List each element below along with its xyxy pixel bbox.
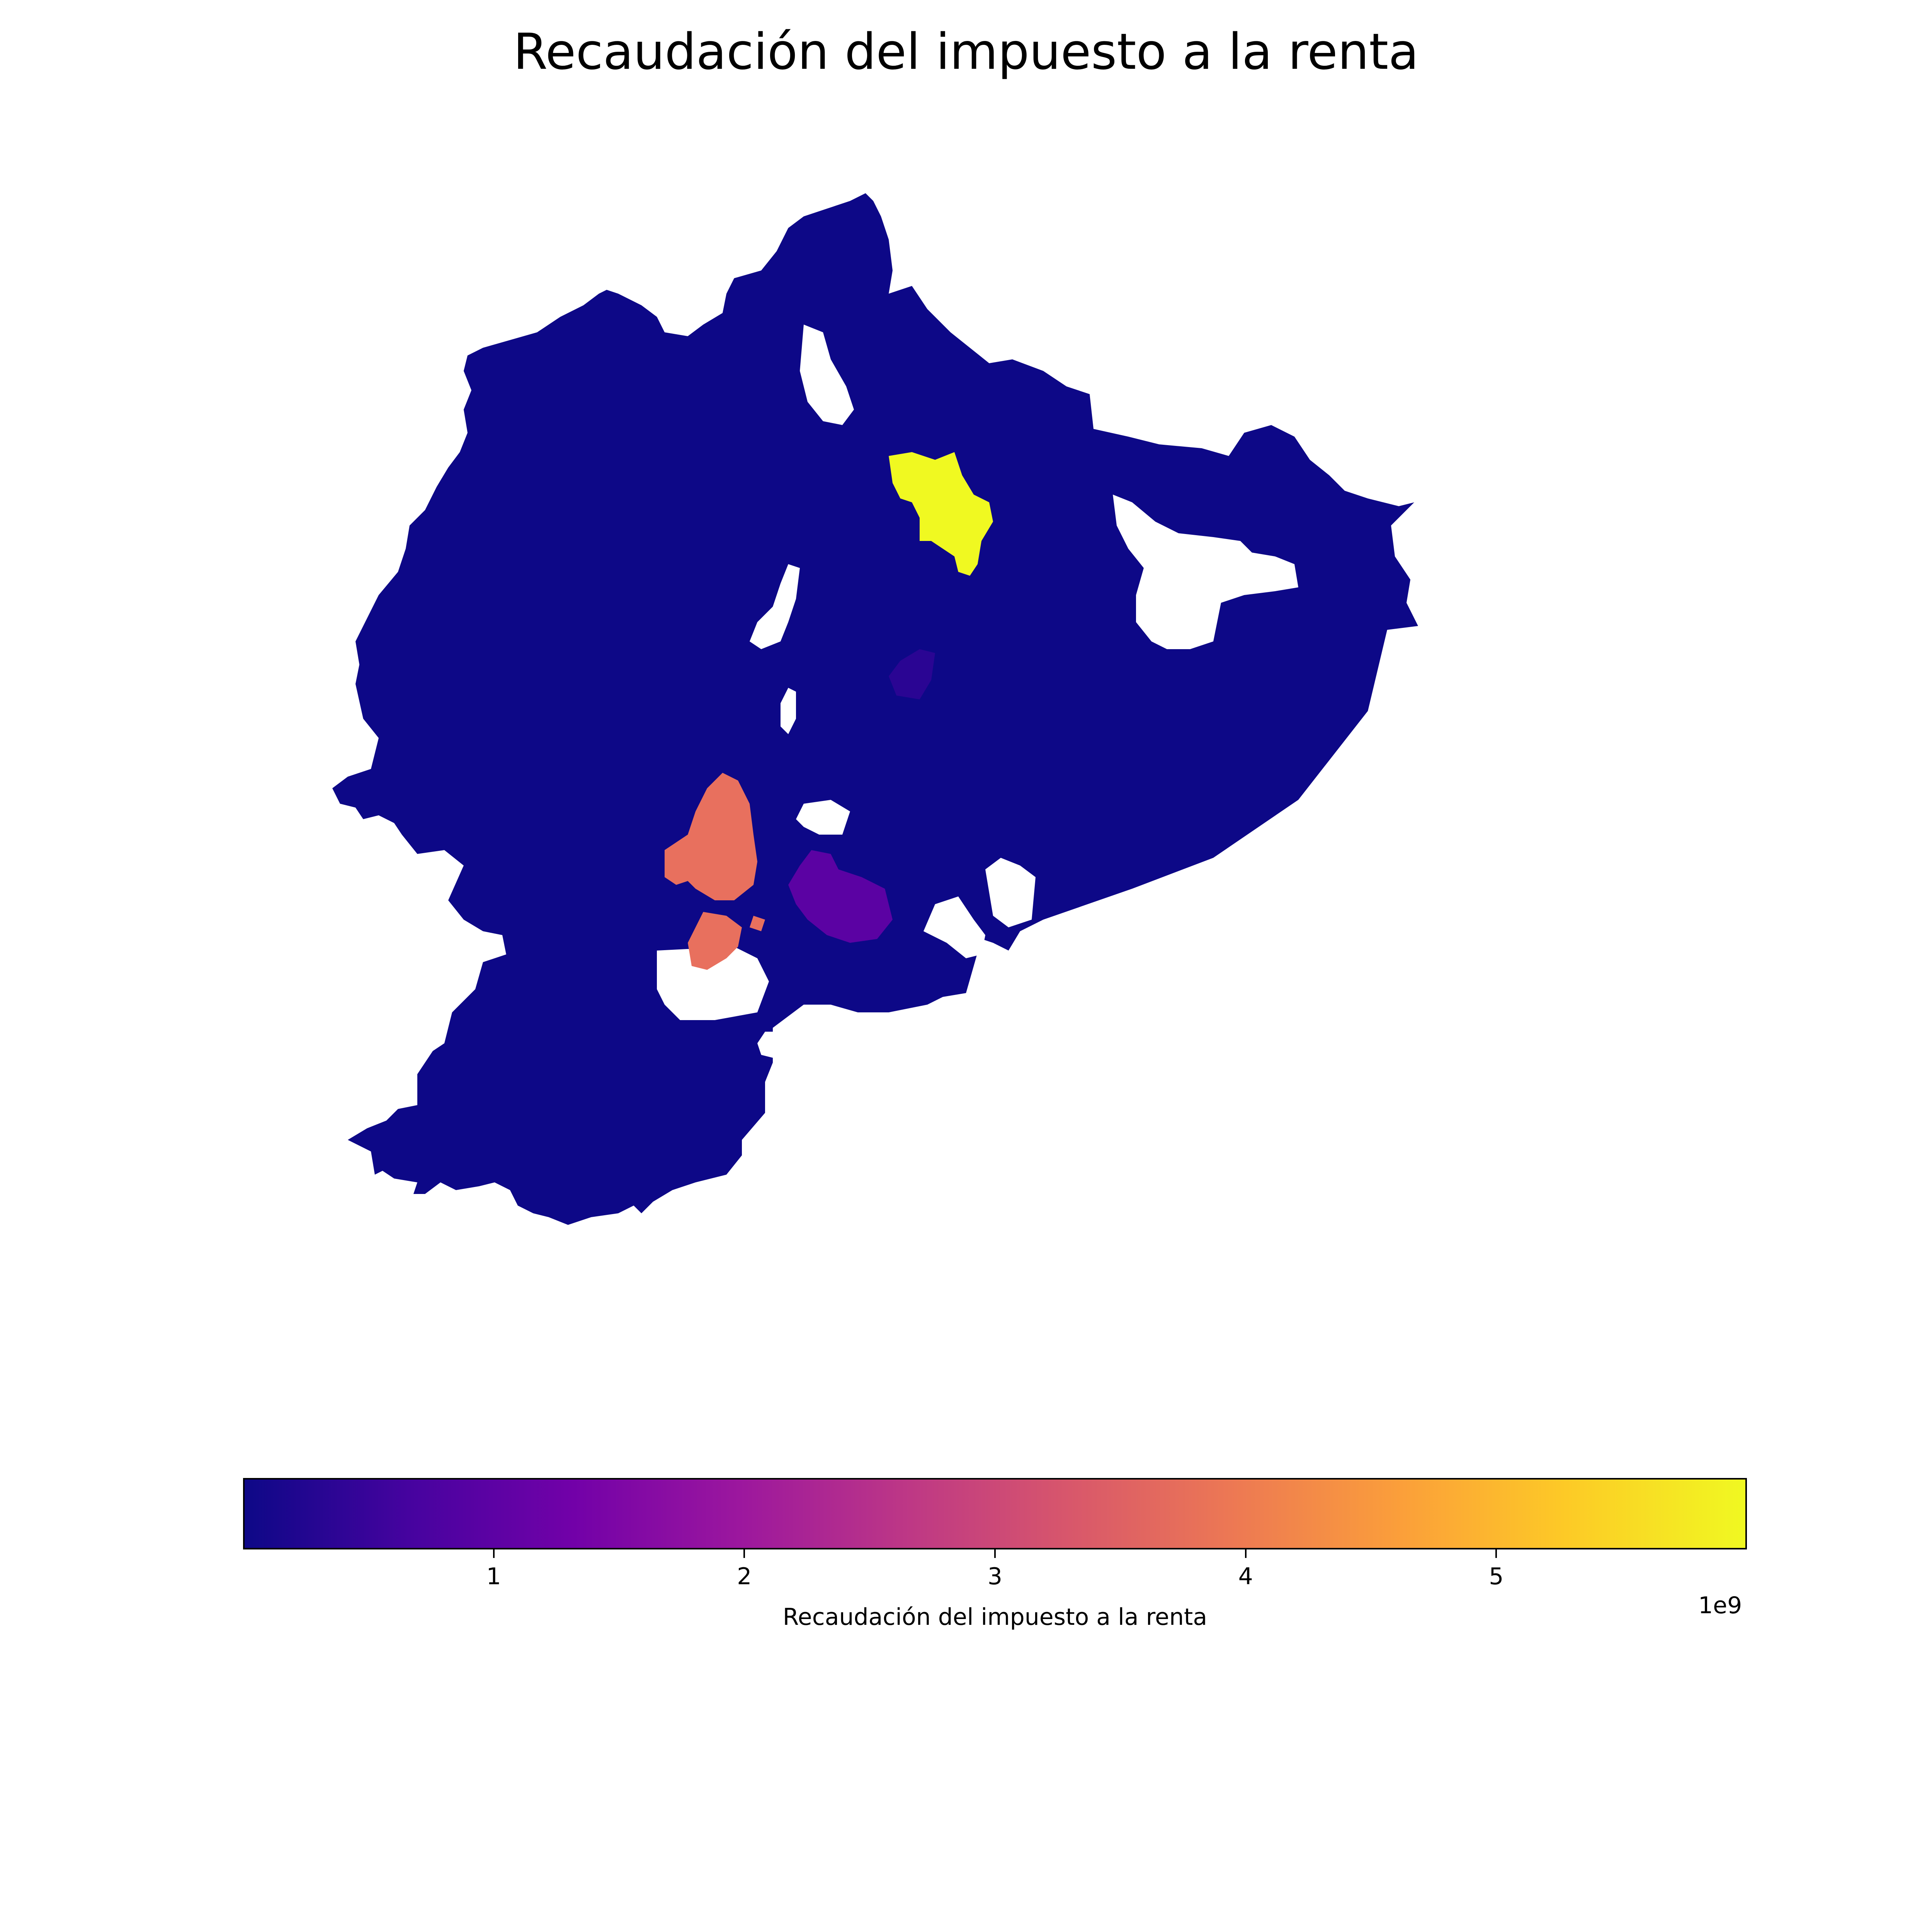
colorbar-label: Recaudación del impuesto a la renta xyxy=(782,1604,1208,1631)
region-gap xyxy=(781,688,796,734)
colorbar-tick xyxy=(1495,1549,1497,1558)
region-gap xyxy=(800,325,854,425)
region-quito-area xyxy=(889,452,993,576)
colorbar-fill xyxy=(243,1478,1747,1549)
colorbar-tick xyxy=(493,1549,495,1558)
colorbar-tick xyxy=(1245,1549,1247,1558)
region-cuenca-area xyxy=(788,850,893,943)
map-title: Recaudación del impuesto a la renta xyxy=(513,23,1419,81)
colorbar-tick xyxy=(743,1549,745,1558)
region-gap xyxy=(657,947,769,1020)
region-guayaquil-area xyxy=(665,773,765,970)
colorbar-frame xyxy=(243,1478,1747,1549)
region-gap xyxy=(985,858,1036,927)
region-gap xyxy=(757,1032,788,1059)
colorbar-tick xyxy=(994,1549,996,1558)
colorbar-tick-label: 5 xyxy=(1489,1563,1504,1590)
region-ambato-area xyxy=(889,649,935,699)
colorbar-tick-label: 3 xyxy=(987,1563,1003,1590)
region-gap xyxy=(750,564,800,649)
region-gap xyxy=(923,896,985,958)
region-gap xyxy=(1113,495,1298,649)
colorbar-exponent: 1e9 xyxy=(1698,1592,1742,1619)
colorbar-tick-label: 1 xyxy=(486,1563,501,1590)
region-gap xyxy=(796,800,850,835)
colorbar-tick-label: 2 xyxy=(737,1563,752,1590)
region-rest-of-country xyxy=(332,193,1418,1225)
colorbar-tick-label: 4 xyxy=(1238,1563,1253,1590)
